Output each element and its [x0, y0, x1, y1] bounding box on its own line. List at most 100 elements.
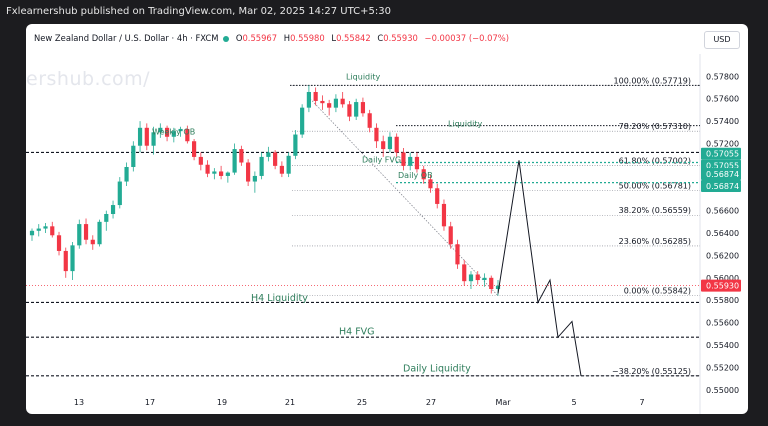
x-tick-label: 13	[74, 398, 84, 407]
y-tick-label: 0.56200	[706, 251, 739, 260]
candle-body	[191, 141, 197, 157]
candle-body	[462, 264, 467, 282]
y-tick-label: 0.55400	[706, 341, 739, 350]
y-tick-label: 0.55800	[706, 296, 739, 305]
candle-body	[448, 226, 453, 245]
price-label-box	[701, 167, 741, 180]
candle-body	[455, 244, 460, 265]
chart-panel[interactable]: ershub.com/ 0.57800 0.57600 0.57400 0.57200…	[26, 24, 748, 414]
candle-body	[414, 156, 420, 170]
candle-body	[144, 127, 149, 146]
symbol-name: New Zealand Dollar / U.S. Dollar · 4h · …	[34, 33, 219, 43]
candle-body	[205, 164, 210, 174]
candle-body	[117, 181, 122, 206]
candle-body	[252, 175, 257, 182]
candle-body	[401, 152, 406, 166]
y-tick-label: 0.56600	[706, 207, 739, 216]
candle-body	[394, 136, 399, 153]
candle-body	[246, 162, 251, 182]
price-label-box	[701, 279, 741, 292]
close-value: 0.55930	[383, 33, 418, 43]
price-label-text: 0.57055	[706, 162, 739, 171]
candle-body	[482, 277, 487, 281]
candle-body	[306, 91, 311, 108]
candle-body	[29, 230, 35, 236]
candle-body	[327, 103, 332, 108]
candle-body	[441, 203, 447, 227]
low-value: 0.55842	[336, 33, 371, 43]
x-tick-label: 21	[285, 398, 295, 407]
open-label: O	[235, 33, 243, 43]
candle-body	[495, 285, 501, 290]
x-tick-label: 25	[357, 398, 367, 407]
market-open-dot-icon	[223, 35, 230, 42]
close-label: C	[377, 33, 384, 43]
candle-body	[219, 171, 224, 176]
y-tick-label: 0.56000	[706, 274, 739, 283]
price-label-text: 0.55930	[706, 282, 739, 291]
candle-body	[225, 172, 230, 176]
candle-body	[97, 221, 102, 245]
annotation-label: Daily OB	[398, 171, 433, 180]
x-tick-label: 7	[639, 398, 644, 407]
symbol-info-bar: New Zealand Dollar / U.S. Dollar · 4h · …	[34, 33, 513, 43]
currency-button[interactable]: USD	[704, 31, 740, 49]
annotation-label: Liquidity	[448, 120, 482, 129]
candle-body	[347, 104, 352, 117]
candle-body	[286, 155, 291, 174]
candle-body	[178, 128, 183, 132]
candle-body	[421, 169, 426, 180]
annotation-label: Liquidity	[346, 73, 380, 82]
candle-body	[313, 91, 318, 101]
fib-level-label: 100.00% (0.57719)	[614, 76, 691, 85]
candle-body	[36, 228, 41, 231]
candle-body	[151, 132, 156, 146]
x-tick-label: 19	[217, 398, 227, 407]
candle-body	[124, 166, 129, 182]
candle-body	[300, 107, 305, 135]
annotation-label: H4 Liquidity	[251, 293, 308, 304]
candle-body	[367, 113, 372, 128]
candle-body	[137, 127, 143, 146]
candle-body	[381, 141, 386, 150]
candle-body	[164, 127, 170, 137]
candle-body	[468, 274, 474, 282]
candle-body	[56, 235, 62, 251]
candle-body	[104, 214, 109, 222]
price-chart[interactable]: 0.578000.576000.574000.572000.570000.568…	[26, 24, 748, 414]
annotation-label: H4 FVG	[339, 326, 375, 337]
candle-body	[198, 156, 203, 165]
candle-body	[340, 98, 345, 105]
candle-body	[320, 100, 325, 104]
x-tick-label: 27	[426, 398, 436, 407]
price-label-box	[701, 179, 741, 192]
candle-body	[110, 205, 116, 215]
y-tick-label: 0.57800	[706, 72, 739, 81]
candle-body	[333, 98, 339, 108]
high-label: H	[283, 33, 291, 43]
candle-body	[259, 156, 264, 176]
fib-level-label: 61.80% (0.57002)	[619, 157, 691, 166]
candle-body	[70, 245, 75, 272]
candle-body	[354, 102, 359, 117]
y-tick-label: 0.57600	[706, 95, 739, 104]
candle-body	[408, 156, 413, 166]
fib-level-label: 50.00% (0.56781)	[619, 181, 691, 190]
candle-body	[387, 136, 393, 150]
candle-body	[266, 152, 271, 157]
y-tick-label: 0.56400	[706, 229, 739, 238]
candle-body	[475, 274, 480, 281]
publisher-line: Fxlearnershub published on TradingView.c…	[6, 6, 391, 17]
price-label-text: 0.56874	[706, 170, 739, 179]
price-label-text: 0.57055	[706, 150, 739, 159]
y-tick-label: 0.55200	[706, 363, 739, 372]
open-value: 0.55967	[242, 33, 278, 43]
fib-level-label: 38.20% (0.56559)	[619, 206, 691, 215]
y-tick-label: 0.57400	[706, 117, 739, 126]
price-label-box	[701, 147, 741, 160]
annotation-label: Weekly OB	[152, 128, 195, 137]
fib-level-label: 23.60% (0.56285)	[619, 237, 691, 246]
candle-body	[43, 226, 48, 229]
candle-body	[185, 128, 190, 142]
